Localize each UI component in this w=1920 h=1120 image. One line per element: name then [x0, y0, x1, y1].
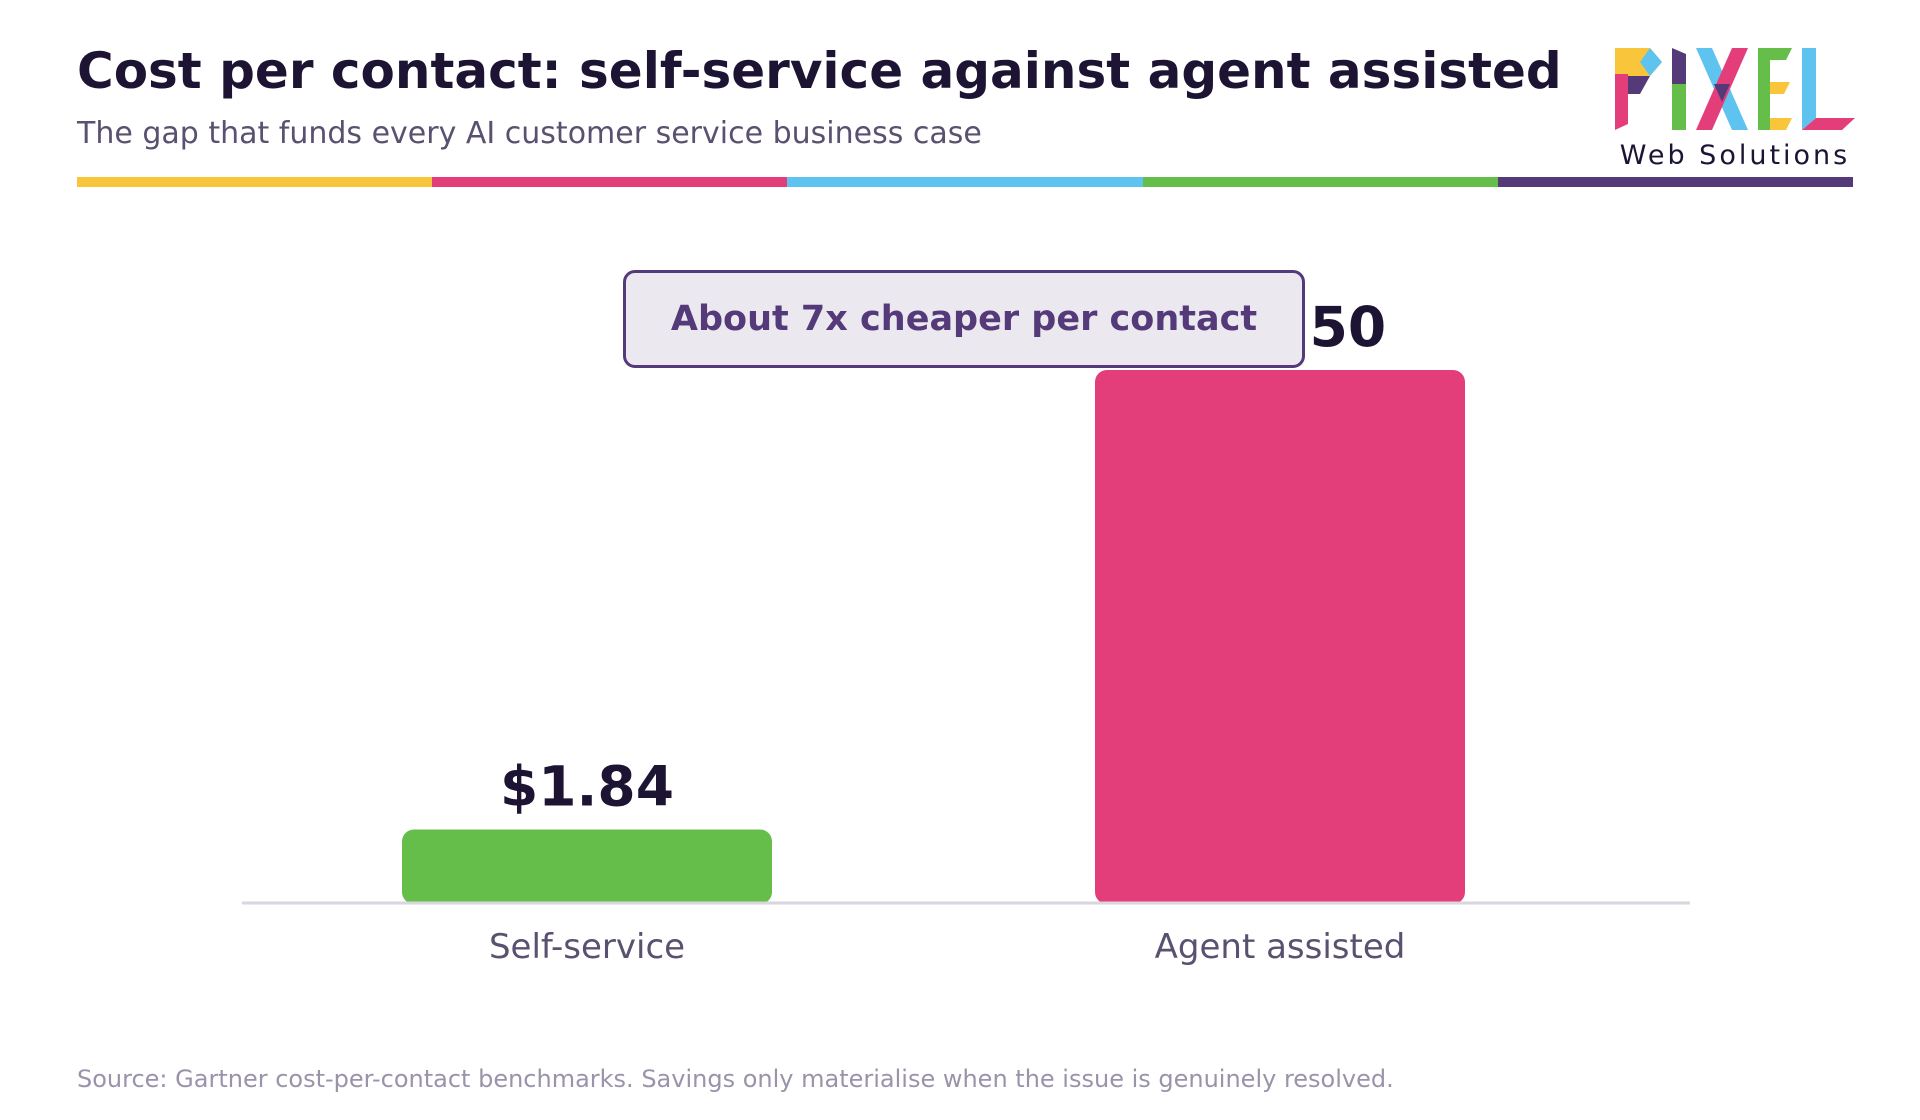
- logo-tagline: Web Solutions: [1619, 140, 1851, 171]
- brand-color-rule: [77, 177, 1854, 187]
- category-label: Agent assisted: [1155, 927, 1406, 967]
- chart-title: Cost per contact: self-service against a…: [77, 42, 1562, 100]
- bar-self-service: [402, 829, 772, 904]
- category-label: Self-service: [489, 927, 685, 967]
- rule-segment-purple: [1497, 177, 1854, 187]
- source-note: Source: Gartner cost-per-contact benchma…: [77, 1065, 1394, 1093]
- pixel-logo: [1610, 44, 1860, 174]
- rule-segment-green: [1142, 177, 1498, 187]
- rule-segment-pink: [432, 177, 788, 187]
- value-label: $1.84: [500, 754, 674, 818]
- bar-agent-assisted: [1095, 370, 1465, 904]
- chart-subtitle: The gap that funds every AI customer ser…: [77, 116, 982, 151]
- pixel-wordmark-graphic: [1615, 48, 1855, 130]
- rule-segment-blue: [787, 177, 1143, 187]
- comparison-callout: About 7x cheaper per contact: [623, 270, 1305, 368]
- rule-segment-yellow: [77, 177, 433, 187]
